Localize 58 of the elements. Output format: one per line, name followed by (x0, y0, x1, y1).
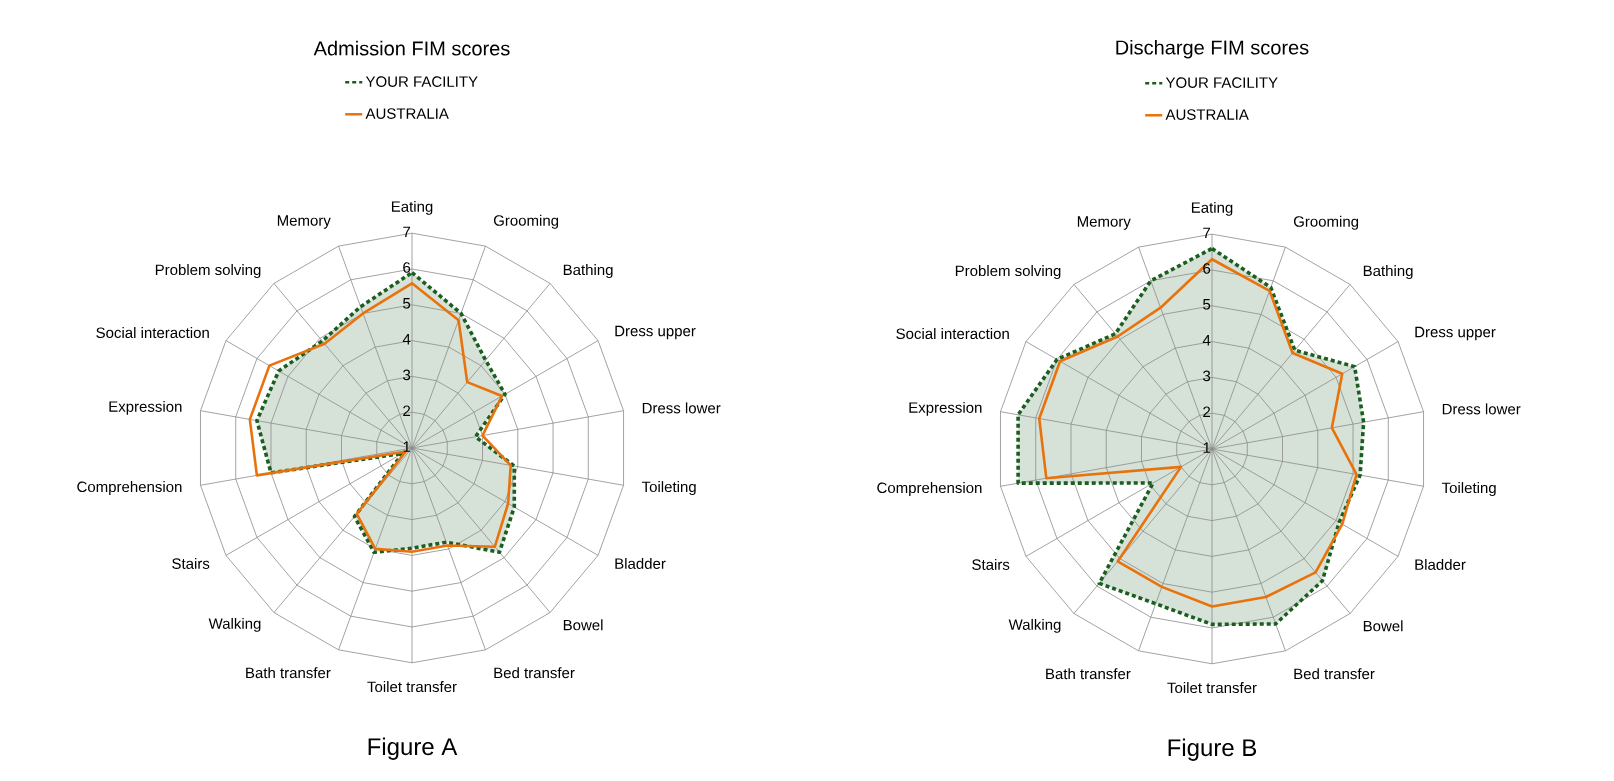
y-tick-label: 5 (403, 298, 411, 309)
text: Figure A (368, 737, 458, 760)
spoke-label: Grooming (493, 214, 559, 229)
spoke-label: Dress lower (642, 402, 721, 414)
legend-label: AUSTRALIA (1165, 109, 1249, 120)
spoke-label: Comprehension (877, 482, 982, 497)
spoke-label: Eating (391, 200, 433, 215)
spoke-label: Dress lower (1442, 403, 1521, 415)
spoke-label: Problem solving (155, 264, 261, 279)
spoke-label: Bath transfer (246, 667, 331, 679)
y-tick-label: 5 (1203, 299, 1211, 310)
spoke-label: Social interaction (896, 328, 1009, 340)
spoke-label: Comprehension (77, 481, 182, 496)
text: Figure B (1168, 738, 1257, 761)
spoke-label: Social interaction (96, 327, 209, 339)
spoke-label: Bed transfer (494, 667, 575, 679)
spoke-label: Dress upper (1415, 326, 1496, 341)
y-tick-label: 3 (403, 369, 411, 381)
y-tick-label: 4 (402, 334, 411, 345)
spoke-label: Toilet transfer (367, 681, 457, 693)
y-tick-label: 2 (403, 405, 411, 416)
y-tick-label: 1 (403, 441, 411, 452)
y-tick-label: 6 (403, 262, 411, 273)
spoke-label: Bladder (1415, 558, 1466, 570)
spoke-label: Toileting (1441, 482, 1496, 497)
spoke-label: Stairs (972, 558, 1010, 570)
y-tick-label: 3 (1203, 370, 1211, 382)
spoke-label: Expression (909, 401, 982, 416)
y-tick-label: 2 (1203, 406, 1211, 417)
spoke-label: Grooming (1293, 215, 1359, 230)
spoke-label: Toileting (641, 481, 696, 496)
legend-label: YOUR FACILITY (365, 76, 478, 87)
y-tick-label: 6 (1203, 263, 1211, 274)
spoke-label: Dress upper (615, 325, 696, 340)
y-tick-label: 7 (403, 226, 411, 237)
spoke-label: Memory (277, 215, 331, 229)
chart-title: Admission FIM scores (313, 40, 510, 56)
chart-title: Discharge FIM scores (1116, 39, 1309, 59)
spoke-label: Bathing (563, 264, 613, 279)
spoke-label: Bowel (1363, 620, 1403, 632)
spoke-label: Memory (1077, 216, 1131, 230)
spoke-label: Walking (208, 617, 261, 632)
y-tick-label: 7 (1203, 227, 1211, 238)
spoke-label: Bath transfer (1046, 668, 1131, 680)
legend-label: AUSTRALIA (365, 108, 449, 119)
spoke-label: Toilet transfer (1167, 682, 1257, 694)
y-tick-label: 4 (1202, 335, 1211, 346)
spoke-label: Walking (1008, 618, 1061, 633)
spoke-label: Expression (109, 400, 182, 415)
spoke-label: Bowel (563, 619, 603, 631)
y-tick-label: 1 (1203, 442, 1211, 453)
spoke-label: Eating (1191, 201, 1233, 216)
spoke-label: Bladder (615, 557, 666, 569)
legend-label: YOUR FACILITY (1165, 77, 1278, 88)
spoke-label: Bathing (1363, 265, 1413, 280)
spoke-label: Stairs (172, 557, 210, 569)
spoke-label: Problem solving (955, 265, 1061, 280)
spoke-label: Bed transfer (1294, 668, 1375, 680)
